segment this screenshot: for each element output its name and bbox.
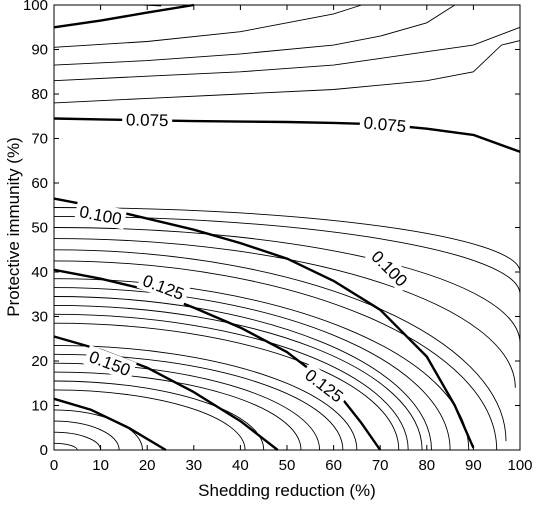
- y-tick-label: 100: [23, 0, 48, 14]
- contour-label-bg: [359, 111, 411, 137]
- thin-contour-line: [53, 260, 498, 451]
- y-tick-label: 30: [31, 309, 48, 326]
- x-axis-title: Shedding reduction (%): [198, 481, 376, 500]
- contour-lines: [53, 3, 521, 452]
- thin-contour-line: [53, 4, 362, 48]
- x-tick-label: 50: [279, 457, 296, 474]
- labeled-contour-line: [53, 197, 475, 449]
- thin-contour-line: [53, 40, 521, 104]
- x-axis: 0 10 20 30 40 50 60 70 80 90 100: [50, 5, 533, 474]
- contour-label-bg: [82, 344, 137, 382]
- thin-contour-line: [53, 207, 521, 273]
- x-tick-label: 80: [418, 457, 435, 474]
- contour-label-bg: [136, 268, 191, 306]
- y-tick-label: 80: [31, 86, 48, 103]
- y-tick-label: 90: [31, 42, 48, 59]
- x-tick-label: 40: [232, 457, 249, 474]
- thin-contour-line: [53, 4, 456, 66]
- thin-contour-line: [53, 442, 78, 451]
- thin-contour-line: [53, 431, 102, 451]
- thin-contour-line: [53, 344, 358, 451]
- thin-contour-line: [53, 371, 302, 451]
- x-tick-label: 60: [325, 457, 342, 474]
- x-tick-label: 90: [465, 457, 482, 474]
- y-axis: 0 10 20 30 40 50 60 70 80 90 100: [23, 0, 520, 459]
- thin-contour-line: [142, 4, 162, 7]
- thin-contour-line: [53, 389, 246, 451]
- x-tick-label: 100: [507, 457, 532, 474]
- thin-contour-line: [53, 215, 521, 295]
- contour-label-group: 0.075: [122, 109, 173, 131]
- contour-label-bg: [364, 243, 415, 294]
- x-tick-label: 10: [92, 457, 109, 474]
- contour-label-bg: [74, 200, 128, 230]
- thin-contour-line: [53, 238, 516, 388]
- labeled-contour-line: [53, 268, 382, 451]
- x-tick-label: 20: [139, 457, 156, 474]
- labeled-contour-line: [53, 397, 167, 452]
- y-tick-label: 0: [40, 442, 48, 459]
- thin-contour-line: [53, 304, 423, 451]
- contour-label-bg: [298, 362, 351, 409]
- y-tick-label: 70: [31, 131, 48, 148]
- y-tick-label: 40: [31, 264, 48, 281]
- x-tick-label: 30: [185, 457, 202, 474]
- y-tick-label: 50: [31, 220, 48, 237]
- thin-contour-line: [53, 420, 120, 451]
- thin-contour-line: [53, 26, 521, 82]
- contour-label: 0.075: [363, 113, 407, 136]
- y-tick-label: 20: [31, 353, 48, 370]
- x-tick-label: 70: [372, 457, 389, 474]
- contour-label-group: 0.075: [359, 111, 411, 137]
- x-tick-label: 0: [50, 457, 58, 474]
- y-tick-label: 60: [31, 175, 48, 192]
- contour-label: 0.075: [126, 110, 169, 130]
- y-axis-title: Protective immunity (%): [4, 137, 23, 316]
- y-tick-label: 10: [31, 398, 48, 415]
- labeled-contour-line: [53, 3, 194, 29]
- thin-contour-line: [53, 287, 451, 451]
- contour-label-bg: [122, 109, 173, 131]
- thin-contour-line: [53, 313, 409, 451]
- thin-contour-line: [53, 296, 432, 451]
